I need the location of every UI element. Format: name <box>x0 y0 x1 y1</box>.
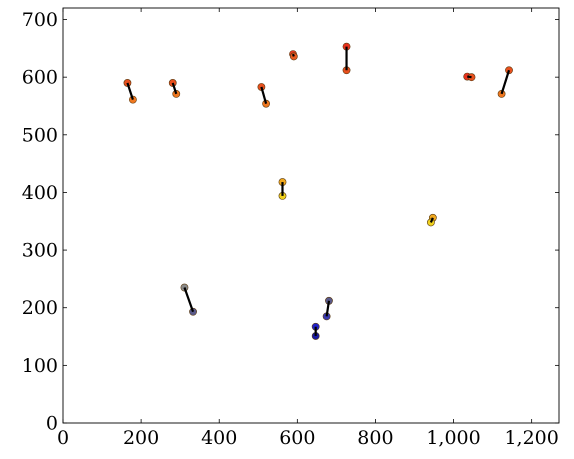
x-tick-label: 200 <box>123 427 159 449</box>
axis-ticks: 0 200 400 600 800 1,000 1,200 0 100 200 300 400 500 6… <box>22 8 559 449</box>
connector-line <box>325 300 331 317</box>
y-tick-label: 200 <box>22 297 58 319</box>
connector-line <box>429 217 434 223</box>
connector-line <box>126 82 134 100</box>
y-tick-label: 0 <box>46 413 58 435</box>
x-tick-label: 400 <box>201 427 237 449</box>
connector-line <box>291 53 295 57</box>
plot-frame <box>62 7 560 424</box>
y-tick-label: 500 <box>22 124 58 146</box>
y-tick-label: 700 <box>22 9 58 31</box>
connector-line <box>467 75 472 79</box>
x-tick-label: 0 <box>57 427 69 449</box>
x-tick-label: 1,000 <box>426 427 480 449</box>
y-tick-label: 300 <box>22 240 58 262</box>
connector-line <box>500 69 511 95</box>
y-tick-label: 100 <box>22 355 58 377</box>
x-tick-label: 1,200 <box>504 427 558 449</box>
y-tick-label: 600 <box>22 67 58 89</box>
connector-line <box>183 287 195 313</box>
connector-line <box>171 82 178 95</box>
x-tick-label: 600 <box>279 427 315 449</box>
connector-line <box>260 86 268 104</box>
x-tick-label: 800 <box>357 427 393 449</box>
data-marks <box>123 42 513 340</box>
y-tick-label: 400 <box>22 182 58 204</box>
